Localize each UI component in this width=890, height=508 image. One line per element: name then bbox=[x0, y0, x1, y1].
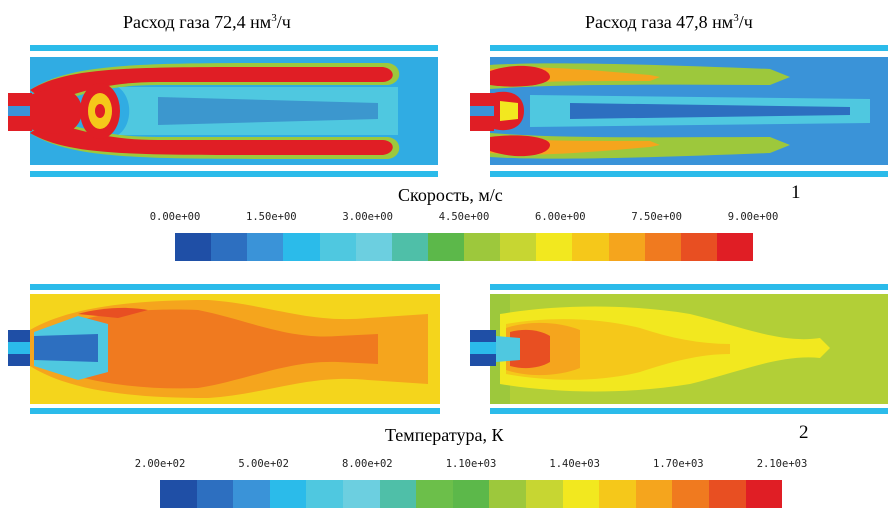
temperature-tick-label: 1.70e+03 bbox=[653, 458, 704, 470]
temperature-tick-label: 2.10e+03 bbox=[756, 458, 808, 470]
velocity-colorbar-segment bbox=[319, 233, 356, 261]
temperature-title: Температура, К bbox=[385, 425, 504, 445]
temperature-colorbar-segment bbox=[160, 480, 197, 508]
velocity-colorbar bbox=[175, 233, 753, 261]
velocity-colorbar-segment bbox=[572, 233, 609, 261]
velocity-colorbar-segment bbox=[716, 233, 753, 261]
temperature-colorbar-segment bbox=[745, 480, 783, 508]
velocity-colorbar-segment bbox=[644, 233, 681, 261]
velocity-tick-labels: 0.00e+00 1.50e+00 3.00e+00 4.50e+00 6.00e+00… bbox=[150, 211, 779, 225]
velocity-tick-label: 4.50e+00 bbox=[438, 211, 490, 223]
velocity-label-number: 1 bbox=[791, 182, 801, 203]
temperature-colorbar-segment bbox=[416, 480, 453, 508]
temperature-colorbar-segment bbox=[233, 480, 270, 508]
velocity-tick-label: 0.00e+00 bbox=[149, 211, 201, 223]
temperature-colorbar-segment bbox=[342, 480, 380, 508]
temperature-colorbar-segment bbox=[379, 480, 417, 508]
temperature-colorbar-segment bbox=[525, 480, 563, 508]
velocity-tick-label: 7.50e+00 bbox=[631, 211, 682, 223]
velocity-colorbar-segment bbox=[500, 233, 537, 261]
temperature-colorbar-segment bbox=[708, 480, 746, 508]
temperature-colorbar-segment bbox=[489, 480, 526, 508]
velocity-colorbar-segment bbox=[427, 233, 464, 261]
temperature-tick-label: 1.40e+03 bbox=[549, 458, 600, 470]
velocity-tick-label: 9.00e+00 bbox=[727, 211, 779, 223]
temperature-colorbar-segment bbox=[306, 480, 343, 508]
velocity-colorbar-segment bbox=[391, 233, 428, 261]
velocity-colorbar-segment bbox=[608, 233, 645, 261]
temperature-tick-label: 1.10e+03 bbox=[445, 458, 497, 470]
temperature-tick-label: 2.00e+02 bbox=[134, 458, 186, 470]
temperature-colorbar-segment bbox=[562, 480, 600, 508]
velocity-tick-label: 6.00e+00 bbox=[535, 211, 586, 223]
caption-left: Расход газа 72,4 нм3/ч bbox=[123, 12, 291, 33]
caption-right-text: Расход газа 47,8 нм bbox=[585, 12, 734, 32]
velocity-tick-label: 3.00e+00 bbox=[342, 211, 393, 223]
caption-left-suffix: /ч bbox=[276, 12, 291, 32]
temperature-tick-label: 8.00e+02 bbox=[342, 458, 393, 470]
caption-left-text: Расход газа 72,4 нм bbox=[123, 12, 272, 32]
velocity-colorbar-segment bbox=[247, 233, 284, 261]
velocity-title: Скорость, м/с bbox=[398, 185, 503, 205]
temperature-colorbar bbox=[160, 480, 783, 508]
temperature-colorbar-segment bbox=[672, 480, 709, 508]
velocity-colorbar-segment bbox=[283, 233, 320, 261]
caption-right-sup: 3 bbox=[733, 12, 739, 24]
velocity-colorbar-segment bbox=[175, 233, 212, 261]
temperature-colorbar-segment bbox=[269, 480, 307, 508]
temperature-colorbar-segment bbox=[452, 480, 490, 508]
velocity-colorbar-segment bbox=[355, 233, 392, 261]
caption-right-suffix: /ч bbox=[738, 12, 753, 32]
temperature-colorbar-segment bbox=[599, 480, 636, 508]
temperature-field-right bbox=[470, 284, 888, 414]
temperature-field-left bbox=[8, 284, 440, 414]
velocity-tick-label: 1.50e+00 bbox=[246, 211, 297, 223]
temperature-colorbar-segment bbox=[635, 480, 673, 508]
temperature-label-number: 2 bbox=[799, 422, 809, 443]
velocity-colorbar-segment bbox=[211, 233, 248, 261]
velocity-field-left bbox=[8, 45, 438, 177]
temperature-tick-label: 5.00e+02 bbox=[238, 458, 289, 470]
velocity-field-right bbox=[470, 45, 888, 177]
caption-left-sup: 3 bbox=[271, 12, 277, 24]
temperature-tick-labels: 2.00e+02 5.00e+02 8.00e+02 1.10e+03 1.40e+03… bbox=[135, 458, 808, 472]
velocity-colorbar-segment bbox=[536, 233, 573, 261]
velocity-colorbar-segment bbox=[680, 233, 717, 261]
temperature-colorbar-segment bbox=[196, 480, 234, 508]
caption-right: Расход газа 47,8 нм3/ч bbox=[585, 12, 753, 33]
velocity-colorbar-segment bbox=[464, 233, 501, 261]
